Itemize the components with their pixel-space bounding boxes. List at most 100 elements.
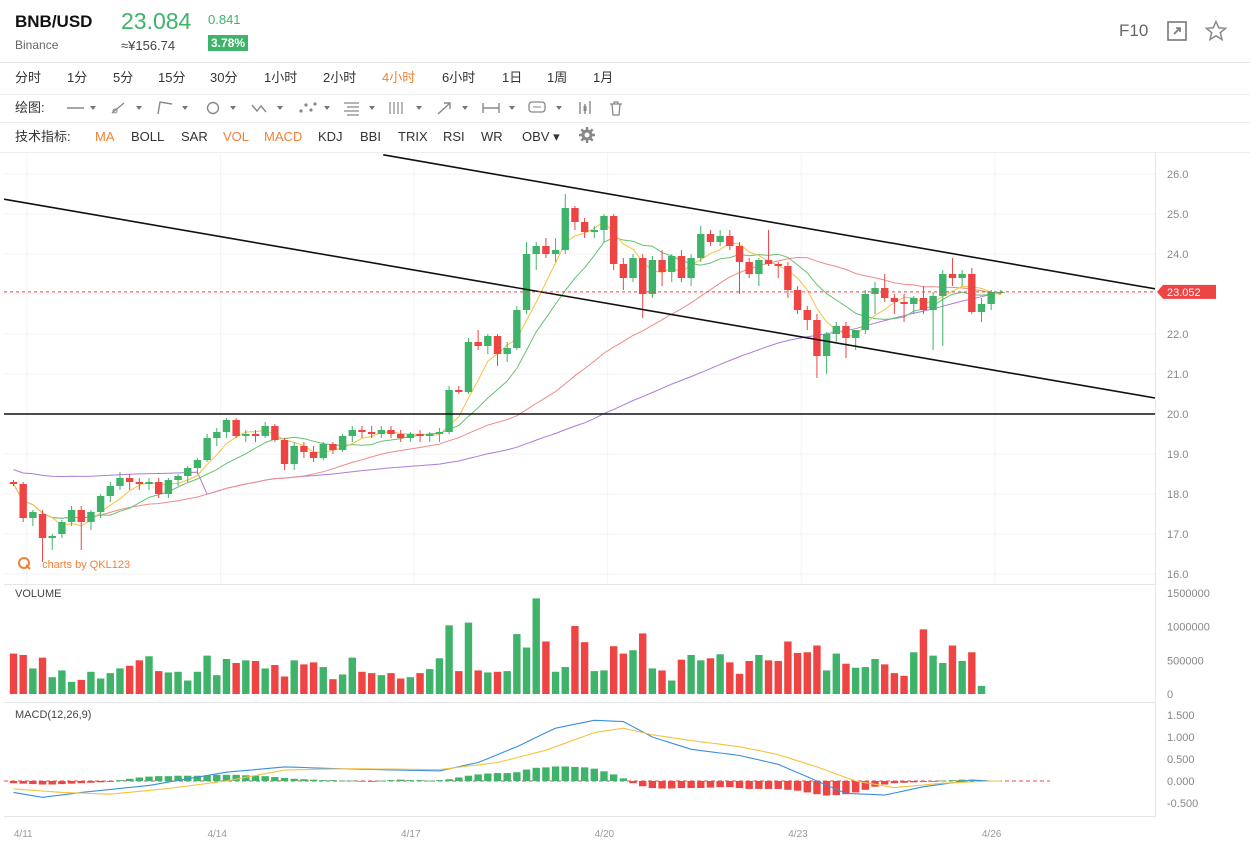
indicator-obv[interactable]: OBV ▾ — [522, 129, 560, 144]
volume-bar-16 — [164, 672, 173, 694]
candle-body-69 — [677, 256, 686, 278]
macd-hist-34 — [338, 780, 347, 782]
volume-bar-12 — [125, 665, 134, 694]
volume-bar-4 — [48, 677, 56, 694]
macd-hist-55 — [542, 767, 550, 781]
candle-body-8 — [87, 512, 95, 522]
volume-bar-51 — [503, 671, 511, 694]
indicator-rsi[interactable]: RSI — [443, 129, 465, 144]
measure-tool-icon[interactable] — [481, 100, 517, 116]
macd-hist-31 — [309, 779, 318, 781]
price-chart[interactable]: 26.025.024.023.022.021.020.019.018.017.0… — [0, 152, 1246, 584]
indicator-vol[interactable]: VOL — [223, 129, 250, 144]
pair-title: BNB/USD — [15, 12, 93, 31]
macd-hist-54 — [532, 767, 540, 781]
indicator-boll[interactable]: BOLL — [131, 129, 165, 144]
macd-hist-69 — [677, 781, 686, 789]
volume-bar-0 — [9, 653, 18, 694]
indicator-ma[interactable]: MA — [95, 129, 115, 144]
macd-hist-9 — [96, 781, 105, 783]
volume-bar-10 — [106, 673, 114, 694]
interval-7[interactable]: 4小时 — [382, 70, 416, 85]
macd-hist-47 — [464, 775, 473, 781]
interval-3[interactable]: 15分 — [158, 70, 186, 85]
angle-tool-icon[interactable] — [156, 100, 190, 116]
candle-body-72 — [706, 234, 715, 242]
volume-bar-77 — [755, 654, 763, 694]
volume-bar-17 — [174, 671, 182, 694]
macd-hist-96 — [939, 780, 947, 782]
f10-button[interactable]: F10 — [1119, 21, 1149, 40]
circle-tool-icon[interactable] — [204, 100, 238, 116]
candle-body-53 — [522, 254, 531, 310]
candle-body-64 — [629, 258, 637, 278]
ray-tool-icon[interactable] — [110, 100, 144, 116]
volume-bar-41 — [406, 677, 415, 694]
interval-10[interactable]: 1周 — [547, 70, 568, 85]
macd-hist-86 — [842, 781, 850, 795]
interval-2[interactable]: 5分 — [113, 70, 134, 85]
interval-6[interactable]: 2小时 — [323, 70, 357, 85]
macd-hist-70 — [687, 781, 695, 789]
text-note-tool-icon[interactable] — [528, 100, 564, 116]
macd-hist-76 — [745, 781, 753, 789]
interval-5[interactable]: 1小时 — [264, 70, 298, 85]
interval-11[interactable]: 1月 — [593, 70, 614, 85]
fullscreen-icon[interactable] — [1165, 19, 1189, 43]
indicator-kdj[interactable]: KDJ — [318, 129, 343, 144]
volume-bar-86 — [842, 663, 850, 694]
volume-chart[interactable]: 1500000 1000000 500000 0 — [0, 585, 1246, 703]
vertical-lines-tool-icon[interactable] — [388, 100, 424, 116]
macd-hist-45 — [445, 779, 453, 781]
price-change: 0.841 — [208, 12, 241, 27]
macd-hist-59 — [580, 767, 589, 781]
pattern-tool-icon[interactable] — [298, 100, 332, 116]
star-icon[interactable] — [1204, 19, 1228, 43]
candle-body-73 — [716, 236, 724, 242]
macd-hist-42 — [416, 780, 424, 781]
candle-body-43 — [426, 434, 434, 436]
candle-body-14 — [145, 482, 153, 484]
candle-toggle-icon[interactable] — [577, 100, 593, 116]
fibonacci-tool-icon[interactable] — [343, 100, 377, 116]
candle-body-45 — [445, 390, 453, 432]
volume-bar-35 — [348, 657, 356, 694]
candle-body-9 — [96, 496, 105, 512]
interval-0[interactable]: 分时 — [15, 70, 42, 85]
candle-body-20 — [203, 438, 211, 460]
volume-bar-45 — [445, 625, 453, 694]
volume-bar-73 — [716, 654, 724, 694]
candle-body-77 — [755, 260, 763, 274]
volume-bar-8 — [87, 671, 95, 694]
macd-chart[interactable]: 1.500 1.000 0.500 0.000 -0.500 4/11 4/14 4/17 4/… — [0, 703, 1246, 855]
candle-body-80 — [784, 266, 792, 290]
indicator-sar[interactable]: SAR — [181, 129, 208, 144]
wave-tool-icon[interactable] — [251, 100, 285, 116]
indicator-macd[interactable]: MACD — [264, 129, 303, 144]
volume-bar-53 — [522, 647, 531, 694]
candle-body-65 — [639, 258, 647, 294]
macd-hist-77 — [755, 781, 763, 789]
macd-hist-78 — [764, 781, 773, 789]
volume-bar-60 — [590, 671, 598, 694]
interval-8[interactable]: 6小时 — [442, 70, 476, 85]
volume-bar-23 — [232, 663, 240, 694]
macd-hist-5 — [58, 781, 66, 785]
macd-hist-72 — [706, 781, 715, 788]
macd-hist-79 — [774, 781, 782, 789]
macd-hist-50 — [493, 773, 502, 781]
indicator-bbi[interactable]: BBI — [360, 129, 381, 144]
macd-hist-63 — [619, 778, 628, 781]
indicator-wr[interactable]: WR — [481, 129, 503, 144]
interval-9[interactable]: 1日 — [502, 70, 523, 85]
candle-body-61 — [600, 216, 608, 230]
indicator-trix[interactable]: TRIX — [398, 129, 428, 144]
interval-4[interactable]: 30分 — [210, 70, 238, 85]
indicator-settings-gear-icon[interactable] — [578, 121, 596, 159]
interval-1[interactable]: 1分 — [67, 70, 88, 85]
macd-hist-4 — [48, 781, 56, 785]
arrow-tool-icon[interactable] — [436, 100, 470, 116]
trash-icon[interactable] — [608, 100, 624, 116]
volume-bar-19 — [193, 671, 202, 694]
line-tool-icon[interactable] — [66, 100, 98, 116]
